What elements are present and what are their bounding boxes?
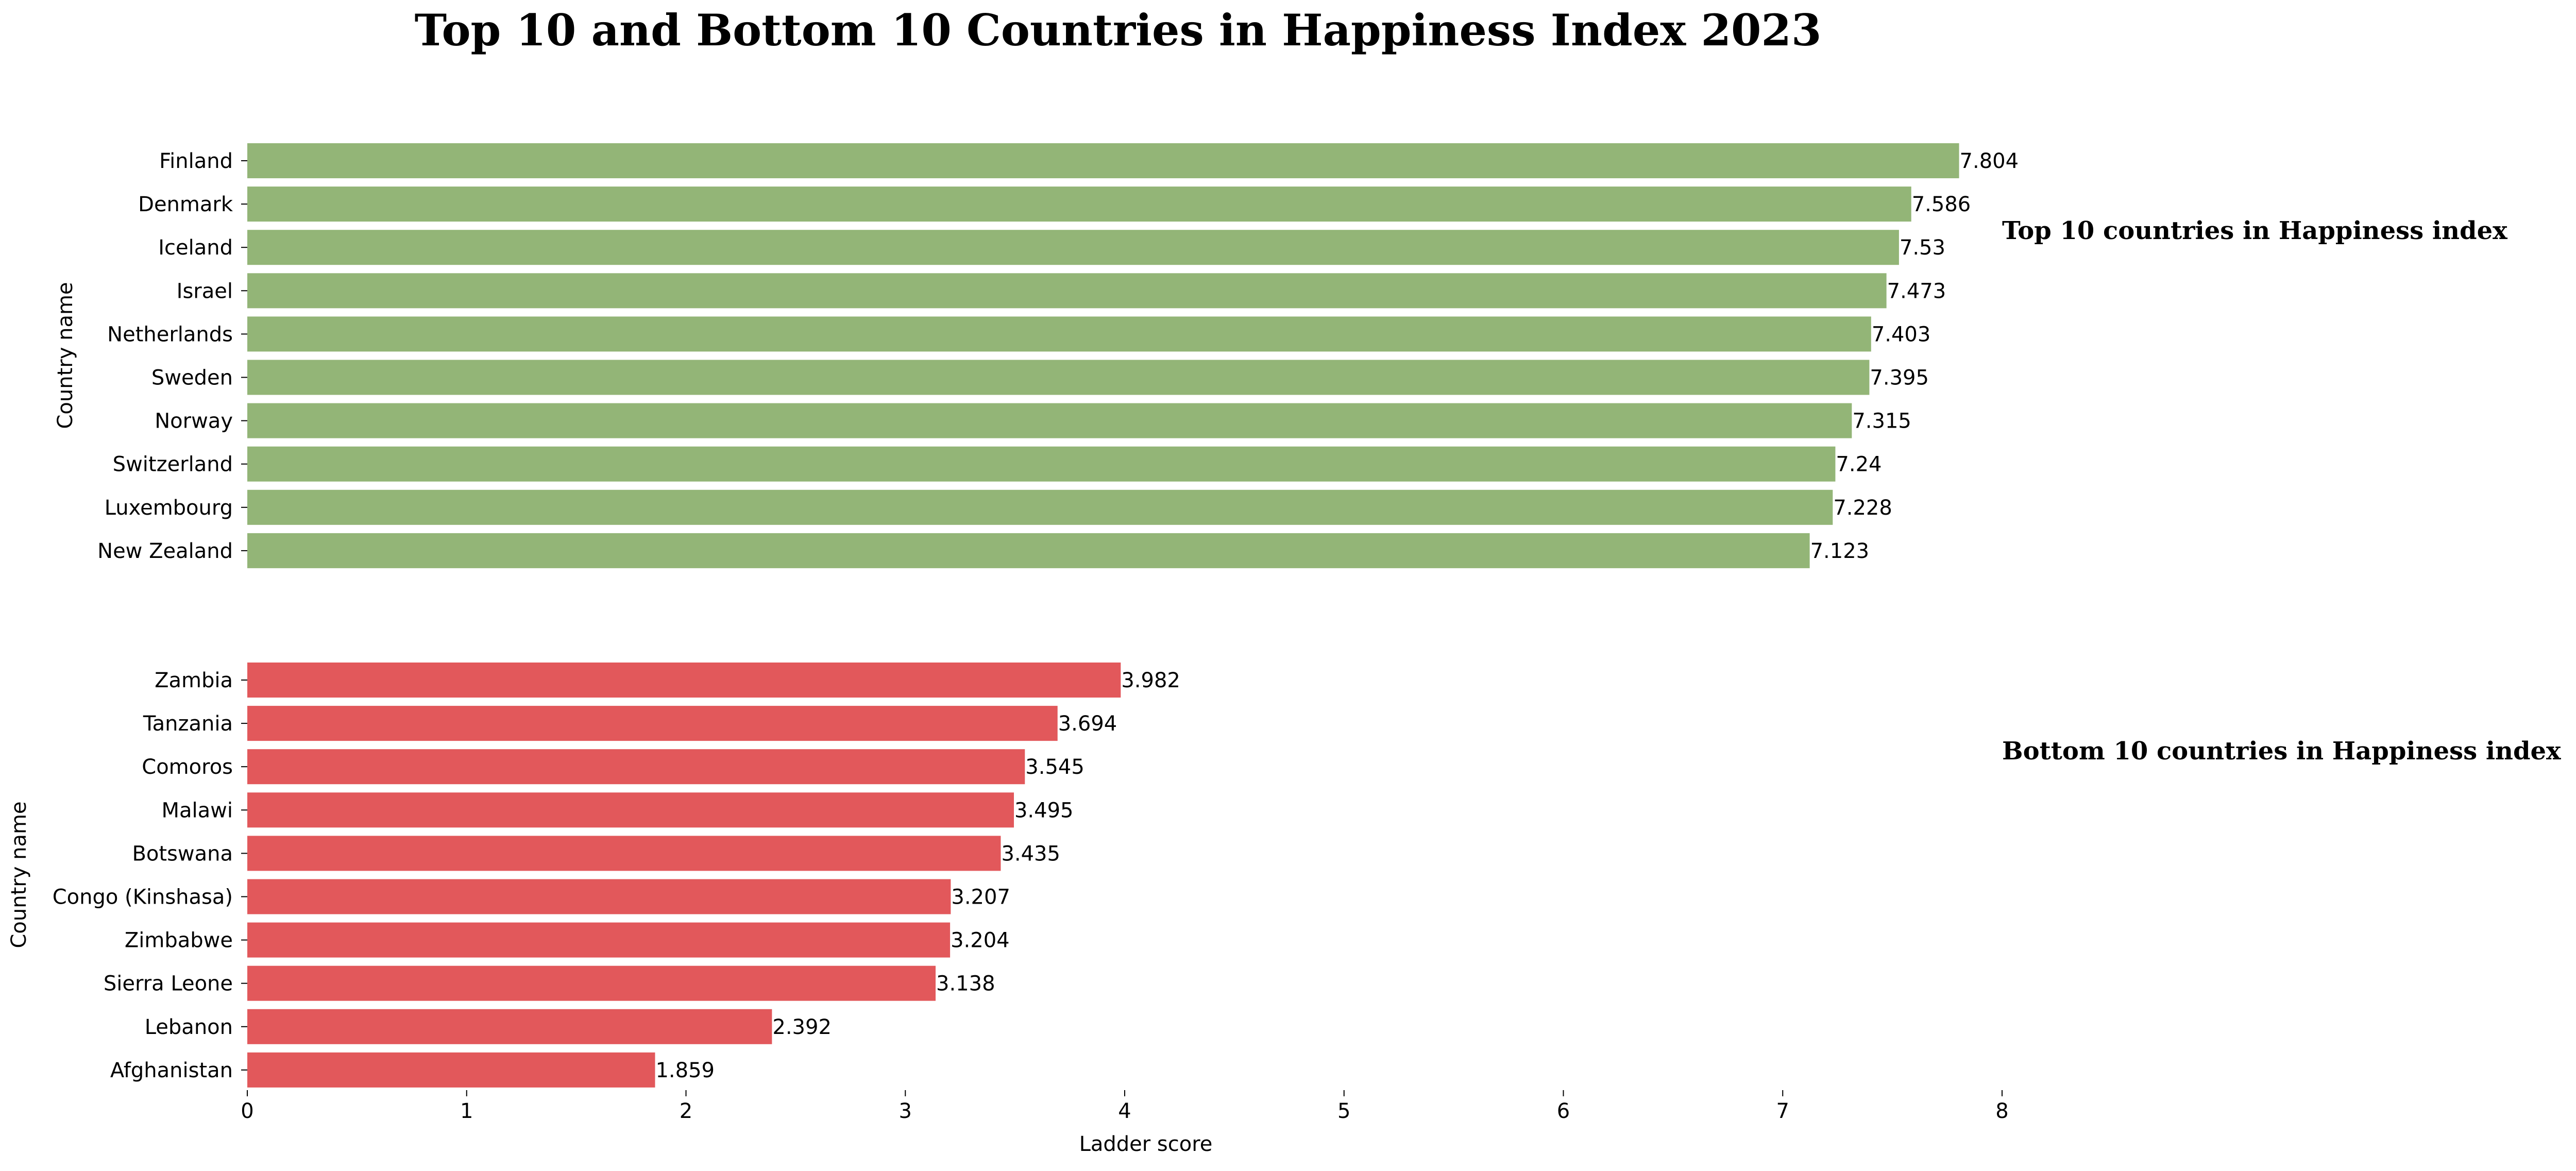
y-tick-label: Sweden: [151, 366, 233, 390]
bar-value-label: 3.204: [951, 929, 1010, 953]
x-axis-label: Ladder score: [1079, 1132, 1213, 1156]
x-tick-label: 0: [241, 1099, 253, 1123]
bar: [247, 1009, 772, 1044]
bar: [247, 533, 1810, 568]
y-tick-label: Norway: [155, 410, 233, 433]
bar-value-label: 7.24: [1836, 453, 1882, 477]
bar: [247, 489, 1833, 525]
bar: [247, 1052, 655, 1088]
y-axis-label: Country name: [7, 801, 31, 948]
bar: [247, 749, 1025, 785]
bar: [247, 879, 951, 914]
bar: [247, 143, 1959, 178]
y-tick-label: Netherlands: [107, 323, 233, 346]
x-tick-label: 6: [1557, 1099, 1570, 1123]
panel-title: Bottom 10 countries in Happiness index: [2002, 737, 2561, 766]
bar: [247, 922, 951, 958]
x-tick-label: 8: [1995, 1099, 2008, 1123]
y-tick-label: Finland: [159, 149, 233, 173]
y-tick-label: Afghanistan: [110, 1059, 233, 1082]
bar: [247, 403, 1852, 438]
y-tick-label: Switzerland: [113, 453, 233, 477]
bar: [247, 360, 1870, 395]
y-axis-label: Country name: [54, 282, 77, 429]
x-tick-label: 3: [899, 1099, 912, 1123]
bar-value-label: 7.228: [1833, 496, 1892, 520]
y-tick-label: Denmark: [138, 193, 233, 216]
bar-value-label: 7.315: [1852, 410, 1911, 433]
bar-value-label: 3.207: [951, 886, 1010, 909]
y-tick-label: Iceland: [158, 236, 233, 260]
y-tick-label: Botswana: [132, 842, 233, 865]
bar-value-label: 3.138: [936, 972, 995, 996]
panel-bottom: 3.982 Zambia 3.694 Tanzania 3.545 Comoros 3.49…: [7, 663, 2561, 1088]
bar-value-label: 7.804: [1960, 149, 2019, 173]
bar-value-label: 7.53: [1900, 236, 1945, 260]
bar-value-label: 3.545: [1025, 755, 1084, 779]
chart-panels: 7.804 Finland 7.586 Denmark 7.53 Iceland 7.473…: [7, 143, 2561, 1088]
x-axis: 0 1 2 3 4 5 6 7 8: [241, 1090, 2009, 1123]
x-tick-label: 4: [1118, 1099, 1131, 1123]
y-tick-label: Zimbabwe: [125, 929, 233, 953]
bar-value-label: 7.403: [1872, 323, 1931, 346]
chart-title: Top 10 and Bottom 10 Countries in Happin…: [415, 5, 1822, 56]
bar: [247, 965, 936, 1001]
panel-top: 7.804 Finland 7.586 Denmark 7.53 Iceland 7.473…: [54, 143, 2507, 568]
y-tick-label: Sierra Leone: [104, 972, 233, 996]
y-tick-label: Congo (Kinshasa): [53, 886, 233, 909]
bar-value-label: 3.435: [1001, 842, 1060, 865]
panel-title: Top 10 countries in Happiness index: [2002, 216, 2507, 245]
y-tick-label: Malawi: [162, 799, 233, 822]
bar-value-label: 7.473: [1887, 279, 1946, 303]
bar-value-label: 3.982: [1121, 669, 1180, 692]
bar-value-label: 7.123: [1810, 539, 1870, 563]
bar-value-label: 3.694: [1058, 712, 1117, 736]
bar: [247, 316, 1871, 352]
bar-value-label: 1.859: [655, 1059, 715, 1082]
bar: [247, 273, 1887, 309]
y-tick-label: Israel: [177, 279, 233, 303]
bar-value-label: 7.586: [1912, 193, 1971, 216]
bar: [247, 186, 1911, 222]
bar: [247, 792, 1014, 828]
y-tick-label: Luxembourg: [105, 496, 233, 520]
y-tick-label: Comoros: [142, 755, 233, 779]
bar-value-label: 2.392: [772, 1015, 832, 1039]
bar: [247, 230, 1899, 265]
y-tick-label: Tanzania: [143, 712, 233, 736]
bar-value-label: 3.495: [1014, 799, 1074, 822]
x-tick-label: 7: [1776, 1099, 1789, 1123]
bar: [247, 706, 1058, 741]
bar-value-label: 7.395: [1870, 366, 1929, 390]
bar: [247, 446, 1836, 482]
bar: [247, 836, 1001, 871]
x-tick-label: 2: [680, 1099, 692, 1123]
y-tick-label: New Zealand: [97, 539, 233, 563]
x-tick-label: 5: [1337, 1099, 1350, 1123]
y-tick-label: Lebanon: [145, 1015, 233, 1039]
x-tick-label: 1: [460, 1099, 473, 1123]
y-tick-label: Zambia: [155, 669, 233, 692]
bar: [247, 663, 1121, 698]
